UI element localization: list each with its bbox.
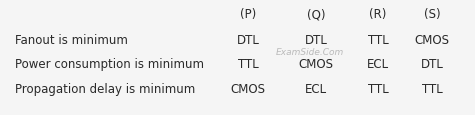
Text: TTL: TTL xyxy=(368,34,389,47)
Text: (S): (S) xyxy=(424,8,440,21)
Text: TTL: TTL xyxy=(238,58,258,70)
Text: Fanout is minimum: Fanout is minimum xyxy=(15,34,128,47)
Text: (P): (P) xyxy=(240,8,256,21)
Text: ECL: ECL xyxy=(305,82,327,95)
Text: DTL: DTL xyxy=(420,58,444,70)
Text: (Q): (Q) xyxy=(307,8,325,21)
Text: DTL: DTL xyxy=(237,34,259,47)
Text: CMOS: CMOS xyxy=(298,58,333,70)
Text: ExamSide.Com: ExamSide.Com xyxy=(276,48,344,57)
Text: TTL: TTL xyxy=(368,82,389,95)
Text: TTL: TTL xyxy=(422,82,442,95)
Text: CMOS: CMOS xyxy=(230,82,266,95)
Text: CMOS: CMOS xyxy=(415,34,449,47)
Text: (R): (R) xyxy=(370,8,387,21)
Text: DTL: DTL xyxy=(304,34,327,47)
Text: Power consumption is minimum: Power consumption is minimum xyxy=(15,58,204,70)
Text: Propagation delay is minimum: Propagation delay is minimum xyxy=(15,82,195,95)
Text: ECL: ECL xyxy=(367,58,389,70)
